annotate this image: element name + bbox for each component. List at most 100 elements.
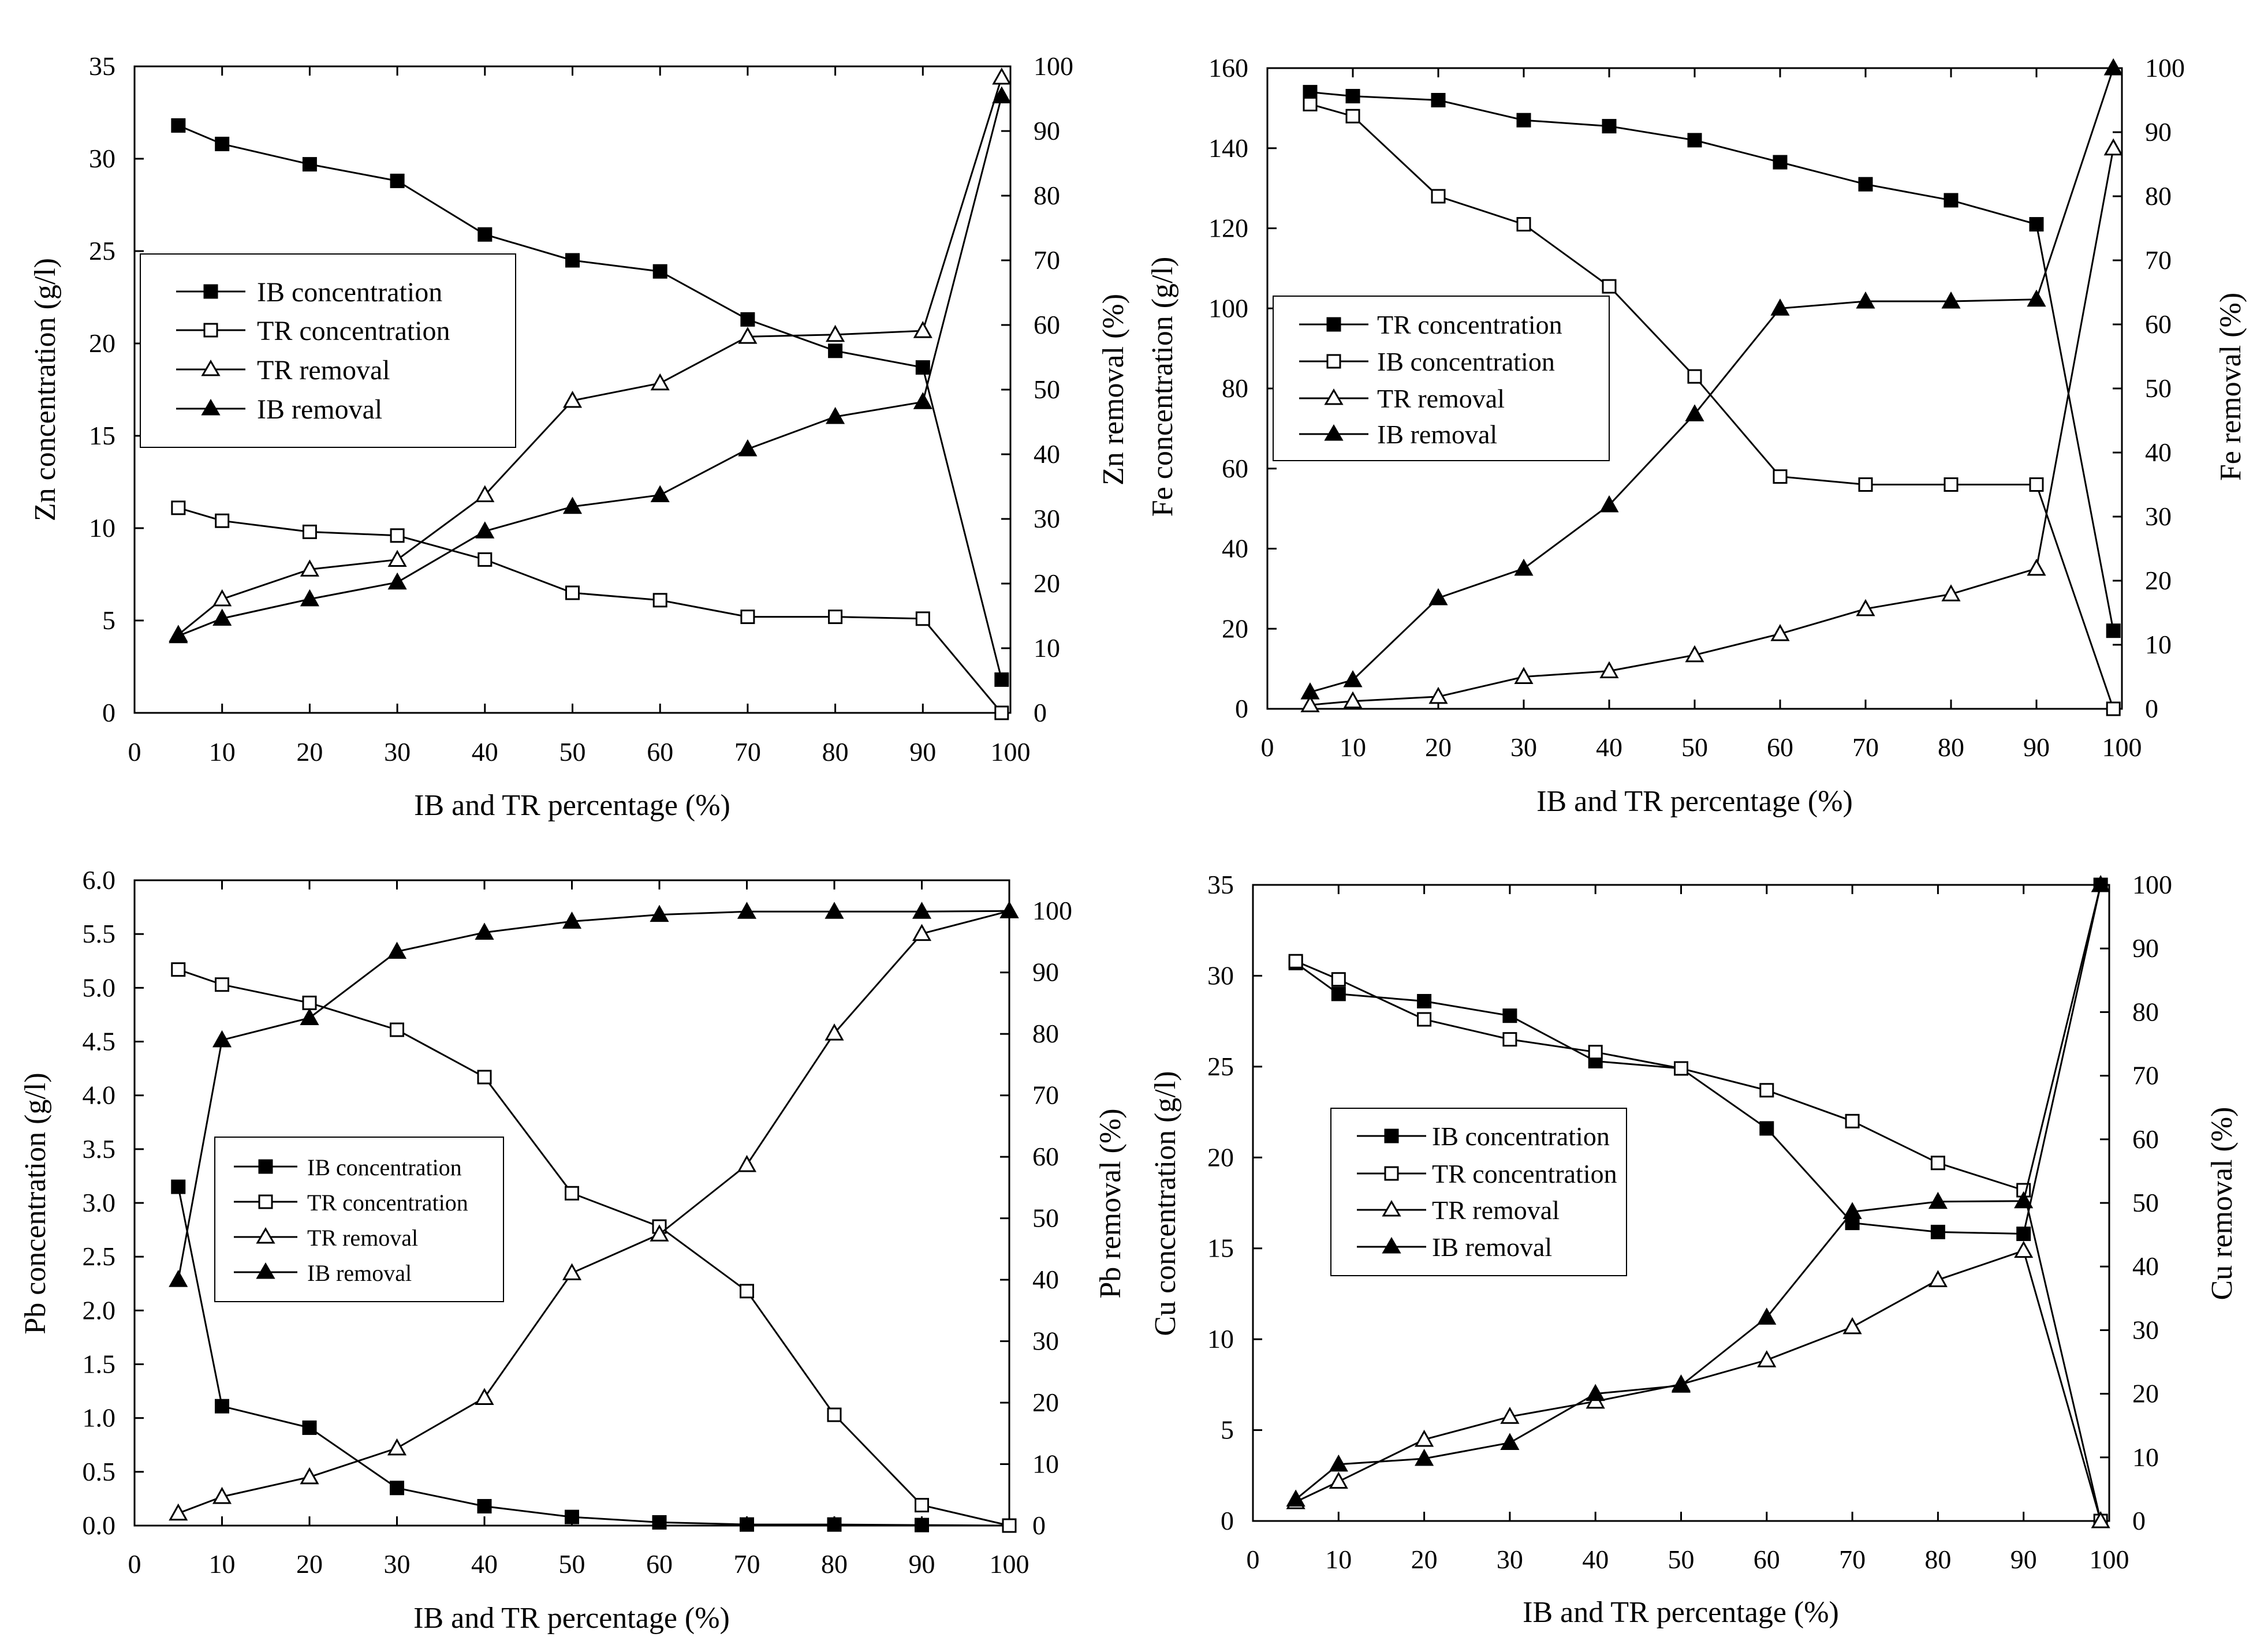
series-tr-removal (1300, 138, 2123, 712)
legend-label: IB concentration (307, 1154, 462, 1180)
data-point (477, 1070, 492, 1085)
legend-marker-triangle-open (256, 1227, 275, 1244)
data-point (1586, 1384, 1605, 1401)
y-right-tick-label: 30 (2145, 502, 2172, 531)
data-point (999, 901, 1019, 918)
x-tick-label: 10 (1325, 1545, 1352, 1574)
x-tick-label: 90 (2010, 1545, 2037, 1574)
data-point (565, 1186, 579, 1201)
y-left-axis-label: Zn concentration (g/l) (29, 258, 62, 521)
data-point (1417, 1012, 1432, 1027)
y-right-tick-label: 40 (1032, 1265, 1059, 1294)
x-tick-label: 0 (128, 737, 141, 767)
y-right-tick-label: 20 (1032, 1388, 1059, 1417)
data-point (1516, 217, 1531, 232)
y-right-tick-label: 80 (2132, 997, 2159, 1026)
series-tr-concentration (171, 962, 1017, 1533)
x-tick-label: 70 (734, 737, 761, 767)
data-point (652, 264, 667, 279)
data-point (650, 1224, 669, 1242)
x-tick-marks (1252, 885, 2110, 1521)
x-tick-label: 40 (471, 1549, 498, 1579)
data-point (2103, 58, 2123, 76)
y-right-tick-label: 50 (1034, 375, 1060, 404)
data-point (475, 922, 494, 940)
data-point (1415, 1448, 1434, 1466)
data-point (387, 550, 407, 567)
panel-pb: 0 10 20 30 40 50 60 70 80 90 100 0.0 0.5… (19, 865, 1127, 1635)
data-point (2027, 289, 2046, 307)
data-point (1002, 1518, 1017, 1533)
panel-zn: 0 10 20 30 40 50 60 70 80 90 100 0 5 10 … (29, 51, 1130, 822)
data-point (1842, 1317, 1862, 1335)
data-point (1417, 994, 1432, 1009)
data-point (562, 1263, 582, 1280)
data-point (1329, 1454, 1348, 1472)
y-right-tick-marks (1000, 910, 1009, 1527)
data-point (1343, 691, 1363, 709)
y-left-tick-label: 0 (1221, 1506, 1234, 1535)
data-point (475, 521, 495, 539)
y-right-tick-label: 70 (2132, 1061, 2159, 1090)
data-point (825, 902, 844, 919)
y-left-tick-label: 4.5 (83, 1027, 116, 1056)
data-point (1345, 109, 1360, 124)
y-right-tick-label: 60 (2145, 309, 2172, 339)
y-right-tick-label: 0 (2132, 1506, 2146, 1535)
y-right-tick-label: 70 (2145, 245, 2172, 275)
x-tick-label: 40 (472, 737, 498, 767)
data-point (390, 528, 405, 543)
data-point (827, 1517, 842, 1532)
y-right-tick-label: 20 (1034, 569, 1060, 598)
data-point (2014, 1240, 2034, 1258)
y-left-tick-label: 5 (1221, 1415, 1234, 1445)
data-point (1502, 1008, 1517, 1023)
y-left-tick-label: 15 (1207, 1234, 1234, 1263)
x-tick-label: 50 (559, 1549, 585, 1579)
y-right-tick-label: 0 (2145, 694, 2158, 723)
data-point (1602, 279, 1617, 294)
y-right-tick-label: 100 (1034, 51, 1073, 81)
legend-label: IB concentration (257, 277, 442, 308)
data-point (562, 390, 583, 408)
series-layer (1286, 874, 2110, 1528)
data-point (1431, 93, 1446, 107)
x-tick-label: 90 (909, 737, 936, 767)
data-point (2027, 558, 2046, 576)
series-layer (169, 67, 1012, 720)
data-point (1288, 954, 1303, 969)
data-point (915, 611, 930, 626)
legend-marker-square-filled (258, 1159, 273, 1174)
series-line (178, 507, 1002, 713)
legend-marker-triangle-filled (1382, 1237, 1401, 1254)
y-left-tick-label: 0 (1235, 694, 1248, 723)
data-point (1687, 133, 1702, 148)
data-point (828, 343, 843, 358)
data-point (992, 67, 1012, 85)
data-point (827, 1407, 842, 1422)
series-ib-removal (169, 901, 1019, 1287)
x-tick-label: 100 (990, 1549, 1029, 1579)
data-point (994, 672, 1009, 687)
y-right-tick-label: 60 (1034, 310, 1060, 339)
x-tick-label: 30 (1510, 732, 1537, 762)
legend-label: IB concentration (1377, 347, 1555, 376)
y-right-tick-label: 90 (2145, 117, 2172, 147)
y-right-tick-label: 100 (2145, 53, 2185, 83)
legend-label: TR removal (1377, 384, 1505, 413)
y-left-tick-label: 20 (1207, 1142, 1234, 1172)
data-point (171, 118, 186, 133)
y-right-tick-label: 80 (2145, 181, 2172, 211)
y-right-tick-label: 90 (1032, 958, 1059, 987)
y-left-tick-label: 20 (89, 328, 115, 358)
x-tick-label: 30 (1497, 1545, 1523, 1574)
y-right-tick-label: 20 (2132, 1379, 2159, 1408)
data-point (915, 1518, 929, 1533)
panel-cu: 0 10 20 30 40 50 60 70 80 90 100 0 5 10 … (1149, 870, 2239, 1629)
data-point (1599, 495, 1619, 513)
legend: IB concentration TR concentration TR rem… (140, 253, 516, 448)
legend: IB concentration TR concentration TR rem… (214, 1137, 504, 1302)
data-point (302, 157, 317, 172)
y-left-tick-label: 1.5 (83, 1350, 116, 1379)
y-left-tick-label: 1.0 (83, 1403, 116, 1433)
